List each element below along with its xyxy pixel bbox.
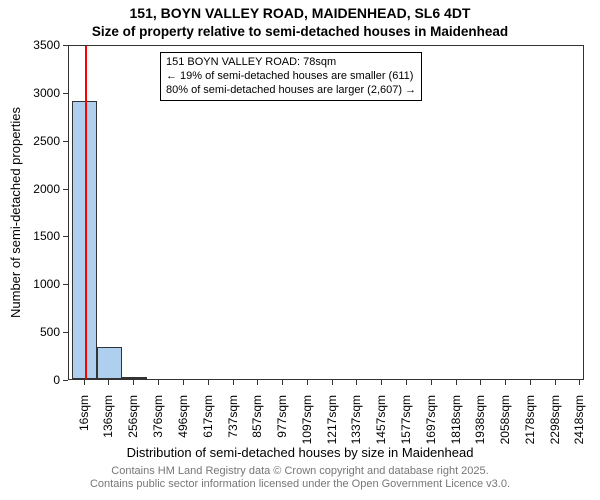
x-tick-mark [431, 380, 432, 385]
info-box: 151 BOYN VALLEY ROAD: 78sqm ← 19% of sem… [160, 52, 422, 101]
x-tick-mark [555, 380, 556, 385]
chart-title-sub: Size of property relative to semi-detach… [0, 24, 600, 39]
x-tick-mark [282, 380, 283, 385]
footer-line-1: Contains HM Land Registry data © Crown c… [0, 465, 600, 478]
marker-vline [85, 46, 87, 379]
info-line-1: 151 BOYN VALLEY ROAD: 78sqm [166, 56, 416, 70]
x-tick-mark [208, 380, 209, 385]
chart-title-main: 151, BOYN VALLEY ROAD, MAIDENHEAD, SL6 4… [0, 5, 600, 21]
x-tick-mark [108, 380, 109, 385]
footer-line-2: Contains public sector information licen… [0, 478, 600, 491]
y-tick-label: 2500 [33, 134, 60, 148]
y-tick-label: 0 [53, 373, 60, 387]
x-tick-mark [406, 380, 407, 385]
x-tick-mark [158, 380, 159, 385]
histogram-bar [122, 377, 147, 379]
histogram-bar [97, 347, 122, 379]
x-tick-mark [505, 380, 506, 385]
x-axis-label: Distribution of semi-detached houses by … [0, 445, 600, 460]
y-tick-label: 1500 [33, 229, 60, 243]
y-axis-label: Number of semi-detached properties [8, 45, 23, 380]
x-tick-mark [133, 380, 134, 385]
y-tick-label: 2000 [33, 182, 60, 196]
y-tick-mark [63, 380, 68, 381]
x-tick-mark [332, 380, 333, 385]
chart-container: 151, BOYN VALLEY ROAD, MAIDENHEAD, SL6 4… [0, 0, 600, 500]
info-line-3: 80% of semi-detached houses are larger (… [166, 84, 416, 98]
x-tick-mark [530, 380, 531, 385]
y-tick-label: 1000 [33, 277, 60, 291]
x-tick-mark [233, 380, 234, 385]
x-tick-mark [381, 380, 382, 385]
info-line-2: ← 19% of semi-detached houses are smalle… [166, 70, 416, 84]
x-tick-mark [307, 380, 308, 385]
x-tick-mark [579, 380, 580, 385]
x-tick-mark [356, 380, 357, 385]
x-tick-mark [257, 380, 258, 385]
y-tick-label: 3500 [33, 38, 60, 52]
x-tick-mark [480, 380, 481, 385]
x-tick-mark [183, 380, 184, 385]
y-tick-label: 3000 [33, 86, 60, 100]
x-tick-mark [84, 380, 85, 385]
footer-attribution: Contains HM Land Registry data © Crown c… [0, 465, 600, 491]
x-tick-mark [456, 380, 457, 385]
y-tick-label: 500 [40, 325, 60, 339]
